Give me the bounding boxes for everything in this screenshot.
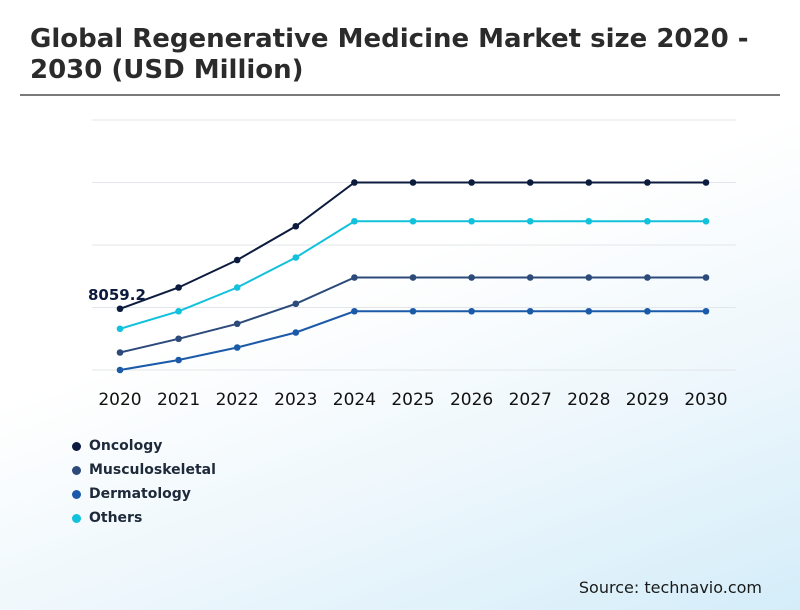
data-point-oncology-2021 (175, 284, 182, 291)
data-point-others-2024 (351, 217, 358, 225)
data-point-dermatology-2021 (175, 356, 182, 364)
data-point-dermatology-2030 (702, 307, 710, 315)
x-axis-ticks: 2020 2021 2022 2023 2024 2025 2026 2027 2028 2029… (98, 390, 727, 410)
legend-item-oncology: Oncology (72, 434, 216, 458)
data-point-musculoskeletal-2029 (644, 274, 651, 281)
chart-title: Global Regenerative Medicine Market size… (30, 24, 749, 85)
annotations: 8059.2 (88, 286, 146, 304)
data-point-musculoskeletal-2021 (175, 335, 182, 343)
data-point-musculoskeletal-2030 (702, 274, 710, 281)
data-point-oncology-2024 (351, 179, 358, 186)
data-point-others-2025 (409, 217, 417, 225)
data-point-musculoskeletal-2020 (116, 349, 124, 356)
data-point-musculoskeletal-2027 (526, 274, 534, 281)
data-point-dermatology-2020 (116, 366, 124, 374)
data-point-dermatology-2023 (292, 329, 300, 336)
data-point-others-2021 (175, 307, 182, 315)
x-tick-label: 2020 (98, 390, 141, 410)
data-point-others-2023 (292, 254, 300, 261)
data-point-oncology-2025 (409, 179, 417, 186)
data-point-oncology-2023 (292, 222, 300, 230)
legend-swatch (72, 441, 81, 451)
data-point-musculoskeletal-2024 (351, 274, 358, 281)
legend-label: Oncology (89, 438, 163, 454)
series-line-musculoskeletal (119, 276, 706, 354)
data-point-others-2027 (526, 217, 534, 225)
x-tick-label: 2025 (391, 390, 434, 410)
gridlines (92, 119, 736, 371)
x-tick-label: 2028 (567, 390, 610, 410)
legend-item-others: Others (72, 506, 216, 530)
data-point-dermatology-2024 (351, 307, 358, 315)
legend-label: Others (89, 510, 143, 526)
legend-item-musculoskeletal: Musculoskeletal (72, 458, 216, 482)
x-tick-label: 2021 (157, 390, 200, 410)
legend-item-dermatology: Dermatology (72, 482, 216, 506)
data-point-dermatology-2027 (526, 307, 534, 315)
data-point-dermatology-2029 (644, 307, 651, 315)
source-note: Source: technavio.com (578, 578, 762, 597)
data-point-oncology-2026 (468, 179, 475, 186)
data-point-others-2020 (116, 325, 124, 333)
series-line-oncology (119, 181, 706, 310)
x-tick-label: 2022 (216, 390, 259, 410)
x-tick-label: 2029 (626, 390, 669, 410)
data-point-oncology-2027 (526, 179, 534, 186)
data-point-others-2030 (702, 217, 710, 225)
legend-swatch (72, 465, 81, 475)
data-point-dermatology-2025 (409, 307, 417, 315)
data-point-musculoskeletal-2026 (468, 274, 475, 281)
data-point-oncology-2022 (233, 256, 241, 264)
series-line-dermatology (119, 310, 706, 371)
data-label-annotation: 8059.2 (88, 286, 146, 304)
data-point-musculoskeletal-2025 (409, 274, 417, 281)
x-tick-label: 2030 (684, 390, 727, 410)
data-point-oncology-2030 (702, 179, 710, 186)
data-point-others-2028 (585, 217, 593, 225)
data-point-oncology-2028 (585, 179, 593, 186)
legend: Oncology Musculoskeletal Dermatology Others (72, 434, 216, 530)
data-point-others-2029 (644, 217, 651, 225)
legend-label: Dermatology (89, 486, 191, 502)
data-points (116, 179, 710, 374)
legend-swatch (72, 513, 81, 523)
data-point-oncology-2020 (116, 305, 124, 313)
x-tick-label: 2024 (333, 390, 376, 410)
data-point-dermatology-2028 (585, 307, 593, 315)
data-point-musculoskeletal-2022 (233, 320, 241, 328)
data-point-dermatology-2026 (468, 307, 475, 315)
title-divider (20, 94, 780, 96)
data-point-musculoskeletal-2028 (585, 274, 593, 281)
data-point-dermatology-2022 (233, 344, 241, 351)
x-tick-label: 2023 (274, 390, 317, 410)
x-tick-label: 2026 (450, 390, 493, 410)
data-point-musculoskeletal-2023 (292, 300, 300, 308)
data-point-others-2022 (233, 284, 241, 291)
legend-swatch (72, 489, 81, 499)
data-point-others-2026 (468, 217, 475, 225)
x-tick-label: 2027 (509, 390, 552, 410)
legend-label: Musculoskeletal (89, 462, 216, 478)
data-point-oncology-2029 (644, 179, 651, 186)
